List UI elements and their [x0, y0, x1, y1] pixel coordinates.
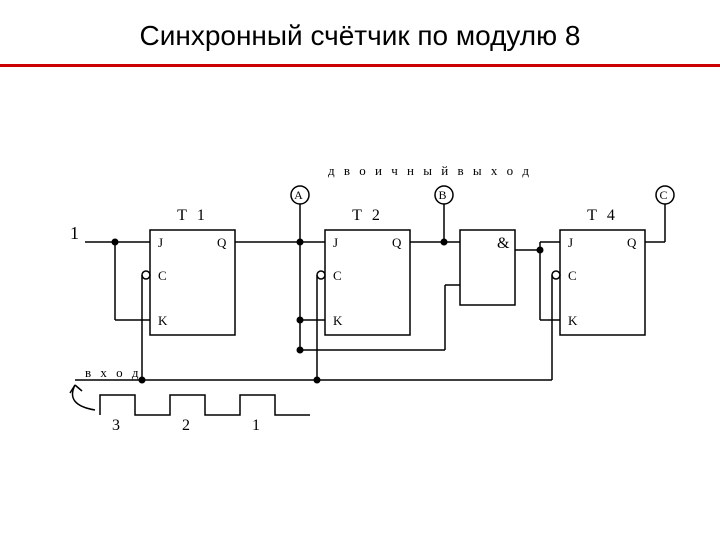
- svg-text:Q: Q: [392, 235, 404, 250]
- svg-text:Т 1: Т 1: [177, 207, 208, 224]
- svg-text:д в о и ч н ы й в ы х о д: д в о и ч н ы й в ы х о д: [328, 163, 532, 178]
- slide-title: Синхронный счётчик по модулю 8: [0, 0, 720, 52]
- svg-text:1: 1: [252, 417, 263, 434]
- svg-text:K: K: [158, 313, 170, 328]
- svg-text:С: С: [659, 188, 670, 202]
- svg-text:Q: Q: [217, 235, 229, 250]
- circuit-diagram: J C K Q Т 1 J C K Q Т 2 J C K Q Т 4 & А В С 1 д в о и ч н ы …: [0, 100, 720, 540]
- svg-text:K: K: [333, 313, 345, 328]
- slide: Синхронный счётчик по модулю 8 J C K Q Т 1 J C…: [0, 0, 720, 540]
- svg-text:3: 3: [112, 417, 123, 434]
- svg-text:В: В: [438, 188, 449, 202]
- svg-text:А: А: [294, 188, 306, 202]
- svg-text:Q: Q: [627, 235, 639, 250]
- title-underline: [0, 64, 720, 67]
- svg-text:&: &: [497, 235, 512, 252]
- svg-text:C: C: [568, 268, 580, 283]
- svg-text:J: J: [568, 235, 576, 250]
- svg-text:2: 2: [182, 417, 193, 434]
- svg-text:K: K: [568, 313, 580, 328]
- svg-text:C: C: [333, 268, 345, 283]
- svg-text:C: C: [158, 268, 170, 283]
- svg-text:Т 4: Т 4: [587, 207, 618, 224]
- svg-text:J: J: [333, 235, 341, 250]
- svg-text:в х о д: в х о д: [85, 365, 142, 380]
- svg-text:1: 1: [70, 223, 82, 243]
- svg-text:Т 2: Т 2: [352, 207, 383, 224]
- svg-text:J: J: [158, 235, 166, 250]
